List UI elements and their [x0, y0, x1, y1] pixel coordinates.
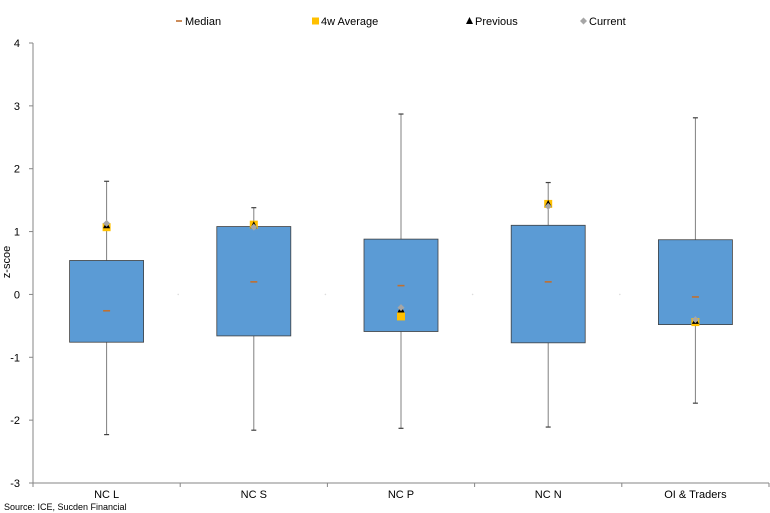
- source-note: Source: ICE, Sucden Financial: [4, 502, 127, 512]
- x-tick-label: NC L: [94, 489, 119, 500]
- legend-square-icon: [312, 17, 319, 25]
- x-tick-label: NC S: [241, 489, 267, 500]
- separator-dot: [619, 293, 621, 296]
- iqr-box: [69, 260, 144, 343]
- x-tick-label: NC N: [535, 489, 562, 500]
- y-tick-label: -3: [10, 478, 20, 490]
- separator-dot: [324, 293, 327, 296]
- y-tick-label: 2: [14, 164, 20, 176]
- current-marker: [397, 304, 405, 312]
- separator-dot: [177, 293, 179, 296]
- legend-item: Median: [176, 16, 221, 28]
- legend-triangle-icon: [466, 17, 473, 24]
- legend-item: Previous: [466, 16, 518, 28]
- plot-area: [69, 113, 733, 436]
- legend: Median 4w Average Previous Current: [176, 16, 626, 28]
- legend-label: 4w Average: [321, 16, 378, 28]
- legend-label: Median: [185, 16, 221, 28]
- current-marker: [544, 202, 552, 210]
- legend-item: Current: [580, 16, 626, 28]
- legend-item: 4w Average: [312, 16, 378, 28]
- y-axis: -3 -2 -1 0 1 2 3 4: [10, 38, 34, 490]
- chart: Median 4w Average Previous Current z-scoe -…: [1, 16, 770, 500]
- y-tick-label: -1: [10, 352, 20, 364]
- box-group: [216, 207, 292, 431]
- y-tick-label: 4: [14, 38, 20, 50]
- current-marker: [691, 316, 699, 324]
- separator-dot: [471, 293, 474, 296]
- iqr-box: [510, 224, 586, 344]
- y-tick-label: -2: [10, 415, 20, 427]
- iqr-box: [658, 239, 733, 325]
- current-marker: [103, 219, 111, 227]
- y-axis-title: z-scoe: [1, 246, 13, 278]
- avg4w-marker: [397, 312, 405, 321]
- legend-label: Previous: [475, 16, 518, 28]
- box-group: [69, 180, 144, 436]
- y-tick-label: 3: [14, 101, 20, 113]
- current-marker: [250, 223, 258, 231]
- y-tick-label: 0: [14, 289, 20, 301]
- y-tick-label: 1: [14, 227, 20, 239]
- x-axis: NC L NC S NC P NC N OI & Traders: [32, 482, 770, 500]
- box-group: [363, 113, 439, 429]
- x-tick-label: OI & Traders: [664, 489, 727, 500]
- box-group: [510, 181, 586, 428]
- box-group: [658, 117, 733, 404]
- legend-label: Current: [589, 16, 626, 28]
- legend-diamond-icon: [580, 17, 587, 25]
- x-tick-label: NC P: [388, 489, 414, 500]
